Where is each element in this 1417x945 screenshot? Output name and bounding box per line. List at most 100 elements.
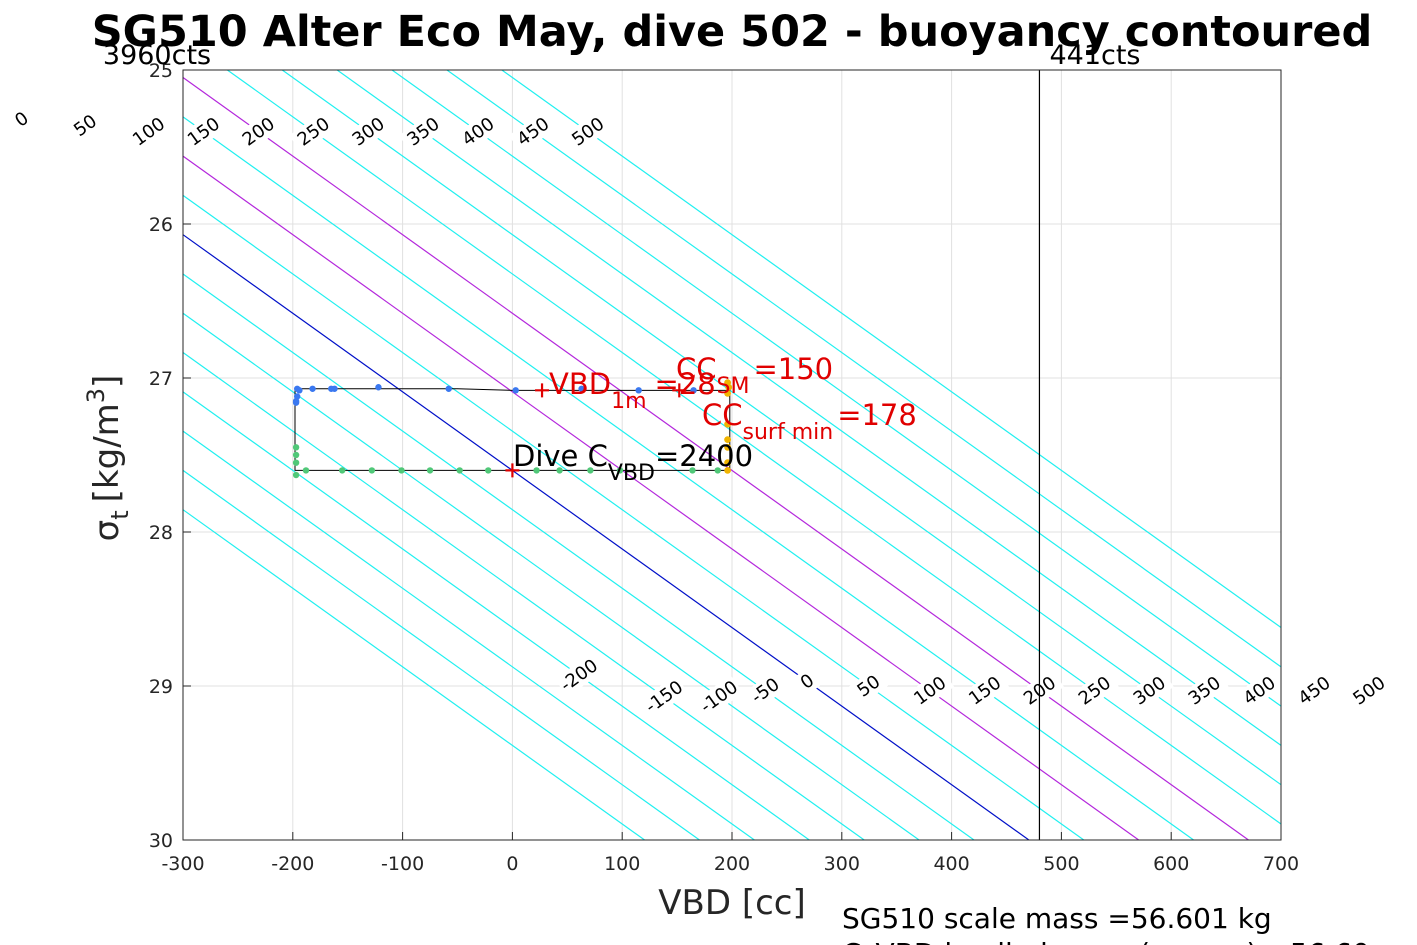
dive-point [368, 467, 376, 474]
dive-point [533, 467, 540, 474]
contour-line [183, 273, 975, 840]
ccsurf-value: =178 [837, 398, 917, 432]
x-tick-label: 700 [1263, 853, 1299, 875]
contour-label-bg [508, 109, 558, 154]
contour-label-bg [960, 668, 1010, 713]
y-tick-label: 25 [149, 60, 173, 82]
ccsm-value: =150 [753, 352, 833, 386]
contour-line [183, 351, 865, 840]
svg-text:σt[kg/m3]: σt [kg/m3] [82, 375, 134, 542]
dive-point [302, 467, 310, 474]
climb-point [445, 385, 452, 392]
y-axis-sub: t [106, 510, 134, 519]
x-tick-label: -200 [271, 853, 314, 875]
contour-label-bg [740, 668, 790, 713]
climb-point [512, 387, 519, 394]
x-tick-label: 400 [933, 853, 969, 875]
x-tick-label: -100 [381, 853, 424, 875]
data-points [292, 379, 733, 479]
contour-line [183, 508, 645, 840]
y-axis-close: ] [87, 375, 127, 388]
contour-label-bg [554, 653, 604, 697]
contour-line [183, 194, 1085, 840]
y-tick-label: 30 [149, 830, 173, 852]
y-axis-exp: 3 [82, 388, 110, 403]
dive-point [616, 467, 624, 474]
climb-point [292, 399, 300, 406]
contour-label-bg [234, 109, 283, 154]
contour-label-bg [1180, 668, 1229, 713]
y-axis-symbol: σ [87, 520, 127, 542]
contour-label-bg [289, 109, 338, 154]
contour-label-bg [905, 668, 955, 713]
y-tick-label: 29 [149, 676, 173, 698]
climb-point [375, 384, 382, 391]
dive-point [292, 471, 300, 479]
dive-point [714, 467, 721, 474]
contour-line [183, 155, 1140, 840]
ccsm-sub: SM [717, 374, 750, 399]
counts-right-label: 441cts [1049, 40, 1140, 71]
contour-label-bg [179, 109, 228, 154]
x-tick-label: 500 [1043, 853, 1079, 875]
contour-label-bg [124, 109, 174, 154]
vbd1m-sub: 1m [611, 389, 646, 414]
x-tick-label: 100 [604, 853, 640, 875]
climb-point [309, 385, 316, 392]
dive-point [339, 467, 346, 474]
contour-label-bg [1235, 668, 1284, 713]
ccsurf-main: CC [702, 398, 743, 432]
contour-line [391, 70, 1281, 707]
marker-plus [505, 463, 520, 478]
surface-point [724, 459, 732, 467]
surface-point [724, 436, 732, 443]
y-tick-label: 28 [149, 522, 173, 544]
contour-line [183, 469, 700, 840]
dive-point [556, 467, 563, 474]
y-axis-unit: [kg/m [87, 403, 127, 502]
ccsm-annotation: CCSM=150 [676, 352, 833, 399]
vbd1m-main: VBD [549, 367, 611, 401]
vbd1m-value: =28 [655, 367, 716, 401]
climb-point [578, 385, 585, 392]
cvbd-value: =2400 [655, 439, 753, 473]
climb-point [331, 385, 338, 392]
y-tick-label: 26 [149, 214, 173, 236]
contour-label-bg [0, 97, 47, 142]
contour-line [183, 233, 1030, 840]
contour-line [446, 70, 1281, 668]
dive-point [426, 467, 434, 474]
contour-label-bg [563, 109, 613, 154]
contour-line [183, 116, 1194, 840]
ccsurf-sub: surf min [743, 420, 834, 445]
surface-point [724, 443, 732, 451]
x-tick-label: 300 [824, 853, 860, 875]
contour-line [183, 391, 810, 840]
axis-ticks: -300 -200 -100 0 100 200 300 400 500 600 700 25 26 27… [149, 60, 1299, 875]
contour-label-bg [60, 103, 110, 148]
contour-label-bg [453, 109, 503, 154]
contour-label-bg [1344, 668, 1394, 713]
vbd1m-annotation: VBD1m =28 [549, 367, 716, 414]
contour-label-bg [694, 675, 744, 719]
cvbd-sub: VBD [608, 461, 655, 486]
dive-point [292, 459, 300, 466]
x-tick-label: 0 [506, 853, 518, 875]
cvbd-main: Dive C [513, 439, 608, 473]
dive-point [689, 467, 696, 474]
contour-line [183, 430, 755, 840]
contour-label-bg [844, 664, 893, 708]
ccsurf-annotation: CCsurf min=178 [702, 398, 917, 445]
y-axis-label: σt [kg/m3] [82, 375, 134, 542]
x-tick-label: 200 [714, 853, 750, 875]
climb-point [690, 387, 697, 394]
surface-point [725, 383, 733, 391]
contour-line [281, 70, 1281, 786]
x-axis-label: VBD [cc] [658, 883, 806, 923]
dive-point [292, 444, 300, 451]
dive-point [587, 467, 594, 474]
counts-left-label: 3960cts [103, 40, 211, 71]
dive-point [398, 467, 405, 474]
cvbd-annotation: Dive CVBD=2400 [513, 439, 753, 486]
